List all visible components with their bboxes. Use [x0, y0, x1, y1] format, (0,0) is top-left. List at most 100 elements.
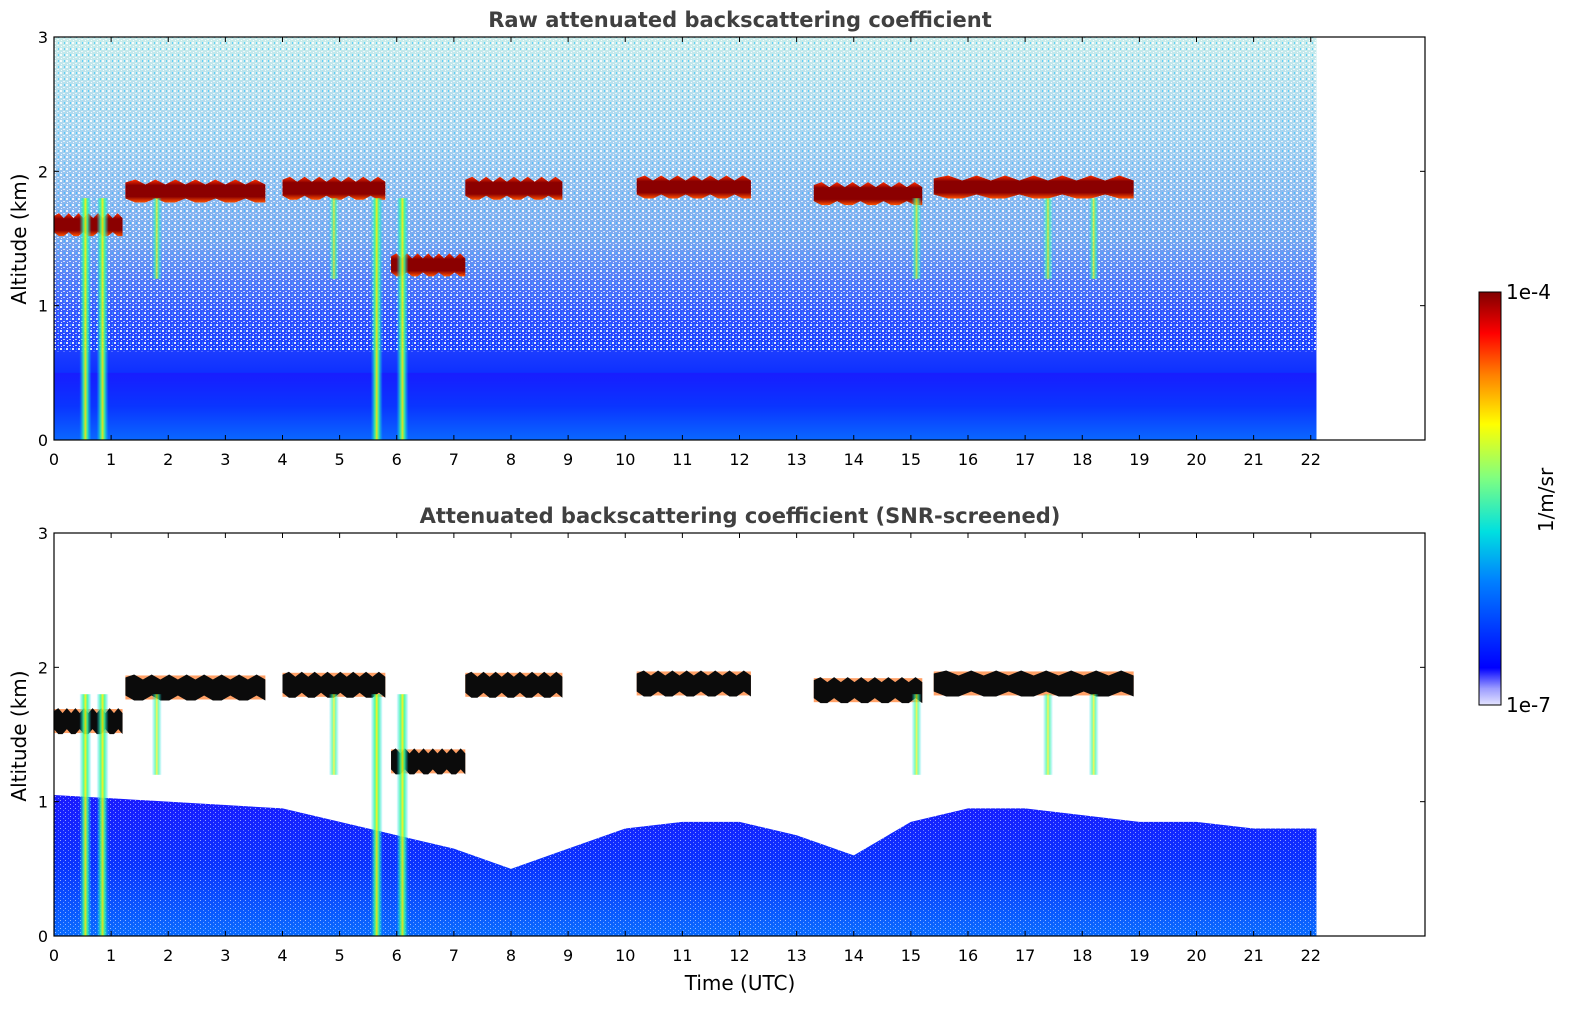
fall-streak — [911, 198, 922, 279]
x-tick-label: 15 — [901, 946, 921, 965]
x-tick-label: 14 — [844, 450, 864, 469]
x-tick-label: 15 — [901, 450, 921, 469]
x-axis-label: Time (UTC) — [684, 971, 796, 995]
x-tick-label: 5 — [335, 946, 345, 965]
boundary-layer — [54, 372, 1317, 440]
y-tick-label: 3 — [38, 524, 48, 543]
fall-streak — [1042, 694, 1053, 775]
fall-streak — [1042, 198, 1053, 279]
fall-streak — [328, 694, 339, 775]
snr-screened-panel: Attenuated backscattering coefficient (S… — [7, 504, 1426, 995]
x-tick-label: 19 — [1129, 450, 1149, 469]
colorbar: 1e-4 1e-7 1/m/sr — [1478, 280, 1558, 717]
noise-texture — [54, 794, 1317, 936]
cloud-layer — [465, 176, 563, 200]
y-axis-ticks: 0 1 2 3 — [38, 524, 1425, 946]
x-tick-label: 1 — [106, 946, 116, 965]
cloud-layer — [391, 748, 466, 775]
fall-streak — [151, 198, 162, 279]
x-tick-label: 4 — [277, 946, 287, 965]
fall-streak — [370, 198, 383, 440]
fall-streak — [396, 694, 409, 936]
cloud-layer — [391, 253, 466, 277]
x-tick-label: 16 — [958, 946, 978, 965]
cloud-layer — [933, 175, 1134, 199]
y-tick-label: 0 — [38, 927, 48, 946]
x-tick-label: 18 — [1072, 946, 1092, 965]
x-tick-label: 12 — [729, 450, 749, 469]
x-tick-label: 16 — [958, 450, 978, 469]
x-tick-label: 9 — [563, 450, 573, 469]
x-tick-label: 18 — [1072, 450, 1092, 469]
cloud-layer — [125, 179, 266, 203]
x-tick-label: 12 — [729, 946, 749, 965]
colorbar-max-label: 1e-4 — [1506, 280, 1551, 304]
x-tick-label: 2 — [163, 946, 173, 965]
x-tick-label: 8 — [506, 946, 516, 965]
x-tick-label: 1 — [106, 450, 116, 469]
fall-streak — [79, 694, 92, 936]
raw-backscatter-panel: Raw attenuated backscattering coefficien… — [7, 8, 1426, 469]
x-tick-label: 2 — [163, 450, 173, 469]
colorbar-min-label: 1e-7 — [1506, 693, 1551, 717]
fall-streak — [96, 694, 109, 936]
cloud-layer — [282, 176, 386, 200]
x-tick-label: 0 — [49, 450, 59, 469]
fall-streak — [328, 198, 339, 279]
x-tick-label: 19 — [1129, 946, 1149, 965]
x-tick-label: 17 — [1015, 450, 1035, 469]
x-tick-label: 13 — [786, 946, 806, 965]
x-tick-label: 11 — [672, 450, 692, 469]
fall-streak — [1088, 694, 1099, 775]
x-tick-label: 6 — [392, 450, 402, 469]
heatmap-image — [54, 37, 1317, 440]
x-tick-label: 7 — [449, 450, 459, 469]
y-tick-label: 1 — [38, 297, 48, 316]
fall-streak — [79, 198, 92, 440]
x-tick-label: 17 — [1015, 946, 1035, 965]
panel-title: Attenuated backscattering coefficient (S… — [420, 504, 1061, 528]
x-tick-label: 20 — [1186, 946, 1206, 965]
x-tick-label: 7 — [449, 946, 459, 965]
cloud-layer — [282, 671, 386, 698]
cloud-layer — [813, 182, 923, 206]
x-tick-label: 20 — [1186, 450, 1206, 469]
x-tick-label: 9 — [563, 946, 573, 965]
heatmap-image — [54, 533, 1425, 936]
x-tick-label: 10 — [615, 450, 635, 469]
x-tick-label: 11 — [672, 946, 692, 965]
colorbar-label: 1/m/sr — [1534, 467, 1558, 532]
y-axis-label: Altitude (km) — [7, 670, 31, 801]
x-axis-ticks: 0 1 2 3 4 5 6 7 8 9 10 11 12 13 14 15 16 17 18 19 20 21 22 — [49, 37, 1321, 469]
y-tick-label: 2 — [38, 162, 48, 181]
fall-streak — [1088, 198, 1099, 279]
y-tick-label: 3 — [38, 28, 48, 47]
cloud-layer — [933, 670, 1134, 697]
x-tick-label: 6 — [392, 946, 402, 965]
x-tick-label: 3 — [220, 946, 230, 965]
y-tick-label: 0 — [38, 431, 48, 450]
x-tick-label: 21 — [1243, 450, 1263, 469]
cloud-layer — [636, 175, 751, 199]
fall-streak — [370, 694, 383, 936]
x-tick-label: 0 — [49, 946, 59, 965]
cloud-layer — [465, 671, 563, 698]
fall-streak — [911, 694, 922, 775]
cloud-layer — [125, 674, 266, 701]
y-axis-ticks: 0 1 2 3 — [38, 28, 1425, 450]
x-tick-label: 4 — [277, 450, 287, 469]
x-tick-label: 3 — [220, 450, 230, 469]
panel-title: Raw attenuated backscattering coefficien… — [488, 8, 992, 32]
x-tick-label: 10 — [615, 946, 635, 965]
x-tick-label: 22 — [1301, 946, 1321, 965]
y-tick-label: 2 — [38, 658, 48, 677]
x-axis-ticks: 0 1 2 3 4 5 6 7 8 9 10 11 12 13 14 15 16 17 18 19 20 21 22 — [49, 533, 1321, 965]
colorbar-gradient — [1478, 291, 1502, 706]
fall-streak — [151, 694, 162, 775]
fall-streak — [96, 198, 109, 440]
x-tick-label: 22 — [1301, 450, 1321, 469]
x-tick-label: 21 — [1243, 946, 1263, 965]
cloud-layer — [636, 670, 751, 697]
x-tick-label: 14 — [844, 946, 864, 965]
